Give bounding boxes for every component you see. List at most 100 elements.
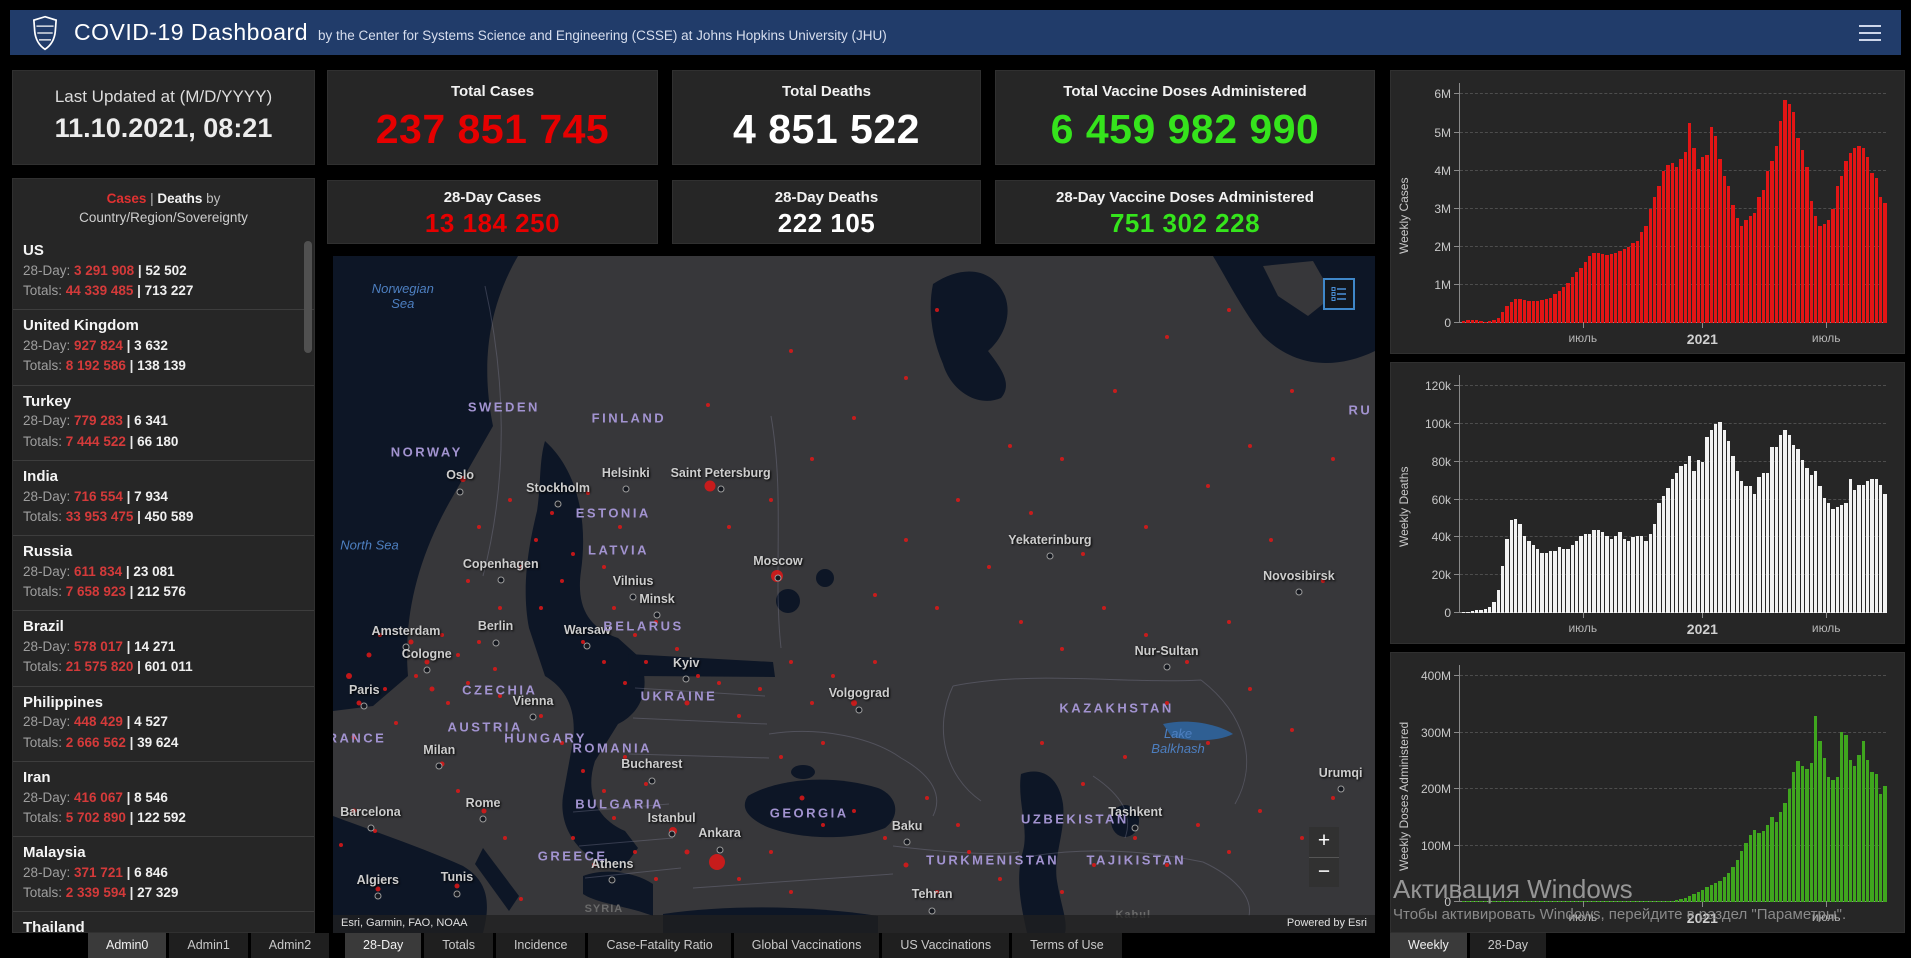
zoom-out-button[interactable]: −: [1309, 857, 1339, 887]
bar: [1614, 535, 1618, 613]
zoom-in-button[interactable]: +: [1309, 827, 1339, 857]
tab-terms-of-use[interactable]: Terms of Use: [1012, 933, 1122, 958]
menu-hamburger-icon[interactable]: [1859, 24, 1881, 41]
country-list-item[interactable]: Thailand28-Day: 331 923 | 3 434Totals: 1…: [13, 911, 314, 933]
tab-case-fatality-ratio[interactable]: Case-Fatality Ratio: [588, 933, 731, 958]
city-marker: [653, 611, 661, 619]
world-map[interactable]: Oslo Stockholm Helsinki Saint Petersburg Cop…: [333, 256, 1375, 933]
tab-admin1[interactable]: Admin1: [169, 933, 248, 958]
gridline: [1460, 131, 1886, 133]
bar: [1848, 478, 1852, 613]
bar: [1470, 611, 1475, 613]
bar: [1792, 772, 1796, 902]
country-list-scrollbar[interactable]: [304, 241, 312, 353]
tab-admin2[interactable]: Admin2: [250, 933, 330, 958]
country-28day-line: 28-Day: 3 291 908 | 52 502: [23, 262, 187, 278]
bar: [1796, 760, 1800, 902]
bar-series: [1460, 375, 1887, 613]
case-bubble: [851, 699, 857, 706]
bar: [1839, 176, 1844, 323]
country-list-item[interactable]: Russia 28-Day: 611 834 | 23 081 Totals: 7 …: [13, 535, 314, 610]
x-tick-label: июль: [1568, 910, 1598, 924]
case-bubble: [768, 497, 773, 502]
bar: [1548, 550, 1553, 613]
case-bubble: [643, 782, 648, 787]
bar: [1544, 552, 1548, 613]
country-list-item[interactable]: Iran 28-Day: 416 067 | 8 546 Totals: 5 702…: [13, 760, 314, 836]
plot-area: [1459, 83, 1887, 323]
country-list-item[interactable]: Malaysia 28-Day: 371 721 | 6 846 Totals: 2…: [13, 836, 314, 911]
tab-us-vaccinations[interactable]: US Vaccinations: [882, 933, 1010, 958]
country-list-item[interactable]: Brazil 28-Day: 578 017 | 14 271 Totals: 21…: [13, 610, 314, 685]
bar: [1596, 900, 1600, 902]
bar: [1657, 185, 1661, 323]
bar: [1561, 286, 1566, 323]
bar: [1796, 138, 1800, 323]
city-marker: [668, 830, 676, 838]
country-list-item[interactable]: US 28-Day: 3 291 908 | 52 502 Totals: 44 3…: [13, 235, 314, 309]
bar: [1822, 223, 1826, 323]
country-list-item[interactable]: United Kingdom 28-Day: 927 824 | 3 632 Tot…: [13, 309, 314, 384]
y-tick-mark: [1454, 131, 1459, 133]
case-bubble: [1206, 484, 1211, 489]
country-28day-cases: 578 017: [74, 639, 123, 654]
case-bubble: [1029, 511, 1034, 516]
bar: [1479, 320, 1483, 323]
tab-28-day[interactable]: 28-Day: [1469, 933, 1547, 958]
bar: [1514, 900, 1518, 902]
case-bubble: [789, 660, 794, 665]
country-list-item[interactable]: India 28-Day: 716 554 | 7 934 Totals: 33 9…: [13, 459, 314, 535]
y-tick-label: 1M: [1434, 277, 1451, 292]
case-bubble: [345, 672, 352, 679]
tab-incidence[interactable]: Incidence: [495, 933, 586, 958]
case-bubble: [903, 862, 909, 868]
case-bubble: [935, 890, 940, 895]
bar: [1731, 204, 1735, 323]
bar: [1753, 494, 1757, 613]
bar: [1705, 887, 1709, 902]
case-bubble: [1227, 849, 1232, 854]
bar: [1505, 900, 1509, 902]
tab-global-vaccinations[interactable]: Global Vaccinations: [733, 933, 880, 958]
legend-button[interactable]: [1323, 278, 1355, 310]
tab-weekly[interactable]: Weekly: [1390, 933, 1467, 958]
bar: [1700, 157, 1705, 323]
bar: [1766, 825, 1770, 902]
bar: [1809, 763, 1813, 902]
bar: [1800, 149, 1805, 323]
country-list-item[interactable]: Turkey 28-Day: 779 283 | 6 341 Totals: 7 4…: [13, 384, 314, 460]
tab-totals[interactable]: Totals: [424, 933, 493, 958]
case-bubble: [375, 886, 381, 892]
case-bubble: [339, 842, 344, 847]
bar: [1748, 486, 1753, 613]
country-list-header: Cases | Deaths by: [106, 191, 221, 206]
country-totals-line: Totals: 2 339 594 | 27 329: [23, 885, 179, 900]
chart-body: 0 100M 200M 300M 400M июль 2021 июль: [1415, 665, 1887, 928]
bar: [1870, 771, 1874, 902]
bar: [1596, 529, 1600, 613]
bar: [1852, 766, 1857, 902]
case-bubble: [872, 592, 877, 597]
bar: [1540, 900, 1544, 902]
y-axis-title: Weekly Cases: [1397, 177, 1411, 255]
case-bubble: [935, 606, 940, 611]
case-bubble: [372, 829, 377, 834]
last-updated-value: 11.10.2021, 08:21: [54, 113, 273, 143]
country-name: Thailand: [23, 919, 85, 933]
bar: [1757, 197, 1761, 323]
tab-28-day[interactable]: 28-Day: [345, 933, 422, 958]
country-total-deaths: 713 227: [144, 283, 194, 298]
separator: |: [125, 809, 138, 825]
country-28day-deaths: 6 846: [134, 864, 168, 880]
case-bubble: [497, 694, 502, 699]
country-list-item[interactable]: Philippines 28-Day: 448 429 | 4 527 Totals…: [13, 685, 314, 761]
bar: [1622, 248, 1627, 323]
y-tick-label: 40k: [1431, 530, 1451, 545]
city-marker: [629, 593, 637, 601]
country-name: Malaysia: [23, 844, 86, 861]
bar: [1635, 900, 1640, 902]
total-deaths-value: 4 851 522: [733, 106, 920, 152]
y-tick-mark: [1454, 731, 1459, 733]
tab-admin0[interactable]: Admin0: [88, 933, 167, 958]
bar: [1544, 299, 1548, 323]
